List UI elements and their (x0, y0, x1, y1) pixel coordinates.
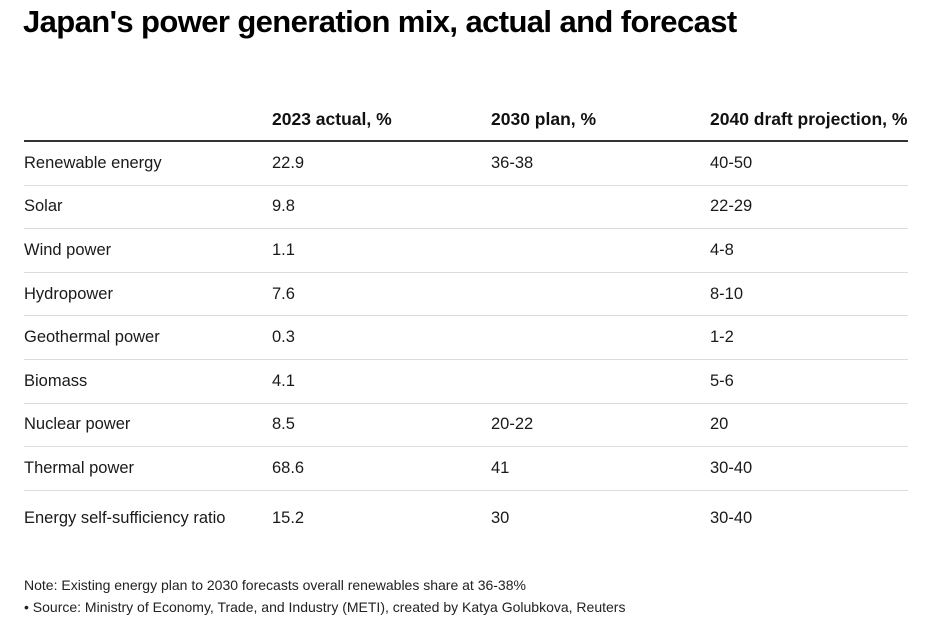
cell-2040-projection: 30-40 (710, 458, 753, 477)
row-label: Solar (24, 197, 63, 216)
cell-2023-actual: 4.1 (272, 371, 295, 390)
cell-2023-actual: 22.9 (272, 153, 305, 172)
table-row: Renewable energy 22.9 36-38 40-50 (24, 142, 908, 186)
cell-2040-projection: 30-40 (710, 509, 753, 528)
column-header-2030-plan: 2030 plan, % (491, 109, 597, 129)
row-label: Thermal power (24, 458, 135, 477)
row-label: Energy self-sufficiency ratio (24, 509, 226, 528)
cell-2023-actual: 9.8 (272, 197, 295, 216)
cell-2040-projection: 8-10 (710, 284, 744, 303)
row-label: Geothermal power (24, 328, 160, 347)
column-header-2023-actual: 2023 actual, % (272, 109, 392, 129)
cell-2040-projection: 1-2 (710, 328, 734, 347)
page-title: Japan's power generation mix, actual and… (23, 4, 737, 39)
row-label: Wind power (24, 240, 112, 259)
source-credit: • Source: Ministry of Economy, Trade, an… (24, 599, 626, 615)
cell-2030-plan: 41 (491, 458, 510, 477)
table-row: Thermal power 68.6 41 30-40 (24, 447, 908, 491)
row-label: Hydropower (24, 284, 113, 303)
column-header-2040-projection: 2040 draft projection, % (710, 109, 908, 129)
table-header-row: 2023 actual, % 2030 plan, % 2040 draft p… (24, 80, 908, 142)
table-row: Geothermal power 0.3 1-2 (24, 316, 908, 360)
table-row: Biomass 4.1 5-6 (24, 360, 908, 404)
data-table: 2023 actual, % 2030 plan, % 2040 draft p… (24, 80, 908, 547)
cell-2040-projection: 40-50 (710, 153, 753, 172)
row-label: Biomass (24, 371, 88, 390)
table-row: Energy self-sufficiency ratio 15.2 30 30… (24, 491, 908, 547)
cell-2040-projection: 22-29 (710, 197, 753, 216)
cell-2023-actual: 7.6 (272, 284, 295, 303)
table-row: Solar 9.8 22-29 (24, 186, 908, 230)
cell-2023-actual: 68.6 (272, 458, 305, 477)
row-label: Nuclear power (24, 415, 131, 434)
cell-2030-plan: 20-22 (491, 415, 534, 434)
row-label: Renewable energy (24, 153, 162, 172)
cell-2023-actual: 15.2 (272, 509, 305, 528)
table-row: Hydropower 7.6 8-10 (24, 273, 908, 317)
table-row: Nuclear power 8.5 20-22 20 (24, 404, 908, 448)
cell-2040-projection: 5-6 (710, 371, 734, 390)
cell-2023-actual: 0.3 (272, 328, 295, 347)
footnote: Note: Existing energy plan to 2030 forec… (24, 577, 526, 593)
cell-2040-projection: 4-8 (710, 240, 734, 259)
table-row: Wind power 1.1 4-8 (24, 229, 908, 273)
cell-2023-actual: 8.5 (272, 415, 295, 434)
cell-2040-projection: 20 (710, 415, 729, 434)
cell-2030-plan: 30 (491, 509, 510, 528)
cell-2023-actual: 1.1 (272, 240, 295, 259)
cell-2030-plan: 36-38 (491, 153, 534, 172)
footer: Note: Existing energy plan to 2030 forec… (24, 574, 625, 618)
